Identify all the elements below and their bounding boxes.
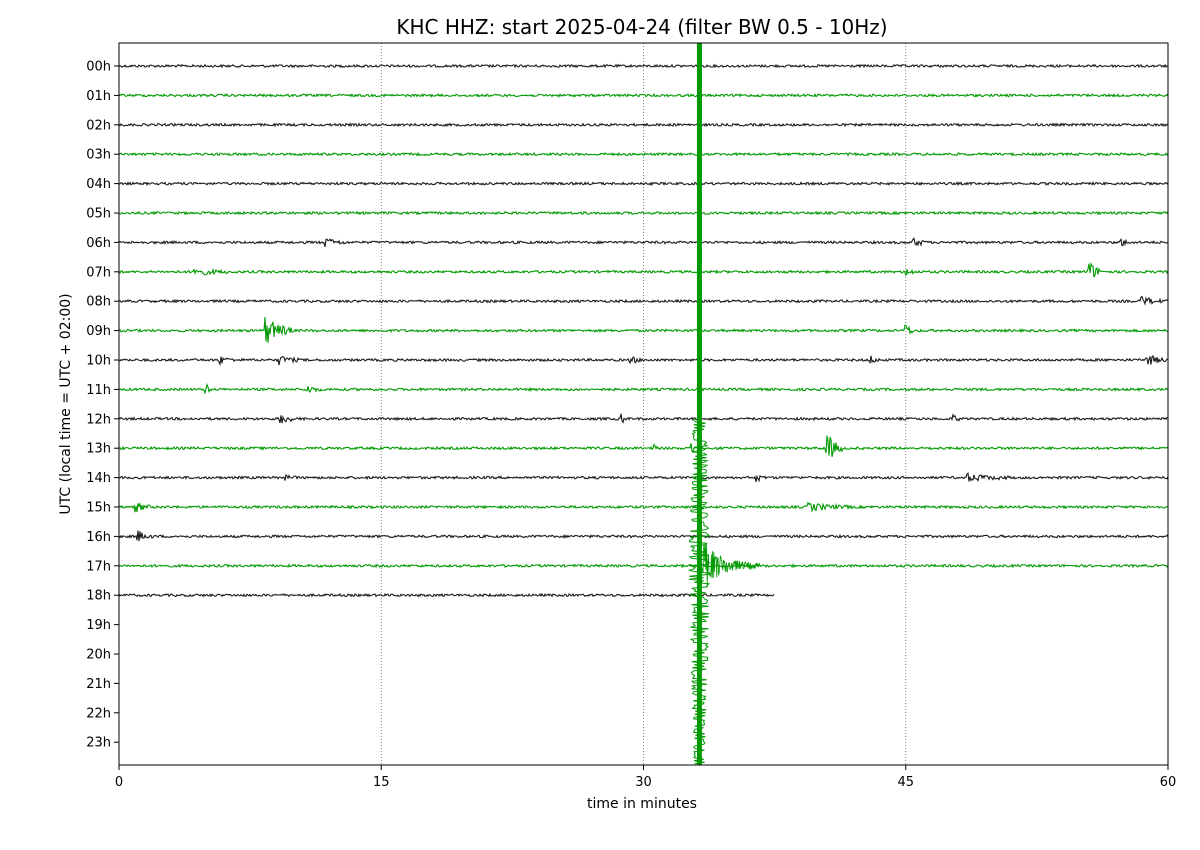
trace-17h (119, 563, 1168, 569)
chart-title: KHC HHZ: start 2025-04-24 (filter BW 0.5… (396, 15, 887, 39)
y-tick-label-01h: 01h (86, 89, 111, 104)
y-tick-label-06h: 06h (86, 236, 111, 251)
y-tick-label-22h: 22h (86, 706, 111, 721)
grid-lines (380, 43, 907, 765)
earthquake-envelope (687, 418, 711, 765)
trace-08h (119, 295, 1168, 306)
trace-03h (119, 151, 1168, 157)
y-tick-label-14h: 14h (86, 471, 111, 486)
y-tick-label-20h: 20h (86, 648, 111, 663)
x-tick-label-60: 60 (1160, 775, 1177, 790)
y-tick-label-09h: 09h (86, 324, 111, 339)
y-tick-group: 00h 01h 02h 03h 04h 05h 06h 07h 08h 09h 10h 11h 12h 1… (86, 60, 119, 751)
plot-frame (118, 42, 1169, 766)
y-tick-label-10h: 10h (86, 354, 111, 369)
x-tick-label-0: 0 (115, 775, 123, 790)
trace-12h (119, 413, 1168, 424)
trace-05h (119, 210, 1168, 216)
x-tick-label-30: 30 (635, 775, 652, 790)
trace-01h (119, 92, 1168, 98)
y-tick-label-18h: 18h (86, 589, 111, 604)
y-tick-label-13h: 13h (86, 442, 111, 457)
y-tick-label-19h: 19h (86, 618, 111, 633)
y-tick-label-23h: 23h (86, 736, 111, 751)
trace-11h (119, 382, 1168, 395)
y-tick-label-08h: 08h (86, 295, 111, 310)
trace-06h (119, 237, 1168, 248)
trace-02h (119, 122, 1168, 128)
y-tick-label-16h: 16h (86, 530, 111, 545)
trace-18h (119, 592, 775, 598)
trace-14h (119, 472, 1168, 483)
y-tick-label-11h: 11h (86, 383, 111, 398)
y-tick-label-07h: 07h (86, 265, 111, 280)
y-tick-label-12h: 12h (86, 412, 111, 427)
trace-09h (119, 316, 1168, 343)
trace-07h (119, 261, 1168, 278)
trace-10h (119, 354, 1168, 367)
x-axis-label: time in minutes (587, 796, 697, 812)
earthquake-spike (696, 43, 702, 765)
y-tick-label-05h: 05h (86, 207, 111, 222)
seismogram-traces (119, 43, 1168, 765)
trace-15h (119, 501, 1168, 513)
y-tick-label-02h: 02h (86, 118, 111, 133)
y-tick-label-00h: 00h (86, 60, 111, 75)
trace-16h (119, 530, 1168, 542)
y-tick-label-17h: 17h (86, 559, 111, 574)
x-tick-label-45: 45 (897, 775, 914, 790)
trace-00h (119, 63, 1168, 69)
x-tick-group: 0 15 30 45 60 (115, 765, 1176, 790)
y-tick-label-04h: 04h (86, 177, 111, 192)
y-axis-label: UTC (local time = UTC + 02:00) (58, 293, 74, 514)
x-tick-label-15: 15 (373, 775, 390, 790)
y-tick-label-21h: 21h (86, 677, 111, 692)
trace-04h (119, 181, 1168, 187)
y-tick-label-03h: 03h (86, 148, 111, 163)
quake-coda-17h (699, 543, 761, 593)
y-tick-label-15h: 15h (86, 501, 111, 516)
trace-13h (119, 435, 1168, 457)
